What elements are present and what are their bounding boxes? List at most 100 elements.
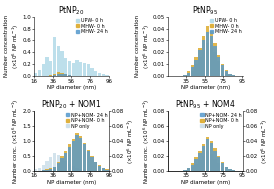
Bar — [198, 48, 202, 76]
Bar — [221, 167, 224, 171]
Bar — [90, 156, 94, 171]
Bar — [228, 74, 232, 76]
Bar — [191, 65, 194, 76]
Bar — [232, 75, 235, 76]
Bar — [79, 169, 82, 171]
Bar — [183, 75, 187, 76]
Bar — [38, 70, 41, 76]
Bar — [94, 162, 98, 171]
Legend: NP+NOM- 24 h, NP+NOM- 0 h, NP only: NP+NOM- 24 h, NP+NOM- 0 h, NP only — [65, 112, 108, 129]
Bar — [228, 74, 232, 76]
Bar — [75, 60, 79, 76]
Bar — [187, 71, 190, 76]
Bar — [90, 157, 94, 171]
Bar — [49, 169, 52, 171]
Bar — [53, 153, 56, 171]
Bar — [217, 61, 220, 76]
Legend: NP+NOM- 24 h, NP+NOM- 0 h, NP only: NP+NOM- 24 h, NP+NOM- 0 h, NP only — [200, 112, 242, 129]
Bar — [210, 31, 213, 76]
Bar — [187, 73, 190, 76]
Bar — [206, 151, 209, 171]
Bar — [34, 73, 37, 76]
Bar — [64, 153, 67, 171]
Bar — [195, 57, 198, 76]
Bar — [187, 168, 190, 171]
Bar — [213, 151, 216, 171]
Bar — [79, 136, 82, 171]
Bar — [53, 74, 56, 76]
Bar — [42, 170, 45, 171]
Y-axis label: Number concentration
(×10$^6$ NP mL$^{-1}$): Number concentration (×10$^6$ NP mL$^{-1… — [4, 15, 21, 77]
Bar — [183, 170, 187, 171]
Bar — [68, 164, 71, 171]
Bar — [57, 72, 60, 76]
Bar — [53, 167, 56, 171]
Bar — [221, 163, 224, 171]
Bar — [68, 75, 71, 76]
Bar — [68, 144, 71, 171]
Bar — [183, 75, 187, 76]
Title: PtNP$_{20}$: PtNP$_{20}$ — [58, 4, 85, 17]
Bar — [87, 151, 90, 171]
Bar — [198, 57, 202, 76]
Bar — [90, 68, 94, 76]
Bar — [217, 163, 220, 171]
Legend: UPW- 0 h, MHW- 0 h, MHW- 24 h: UPW- 0 h, MHW- 0 h, MHW- 24 h — [75, 18, 108, 35]
Bar — [83, 143, 86, 171]
Bar — [187, 168, 190, 171]
Bar — [206, 139, 209, 171]
Bar — [72, 139, 75, 171]
Bar — [210, 36, 213, 76]
Bar — [72, 166, 75, 171]
Bar — [221, 68, 224, 76]
Bar — [64, 151, 67, 171]
Bar — [75, 135, 79, 171]
Bar — [102, 74, 105, 76]
Bar — [45, 170, 48, 171]
Bar — [198, 160, 202, 171]
Bar — [75, 133, 79, 171]
Bar — [217, 156, 220, 171]
Bar — [213, 159, 216, 171]
Bar — [213, 46, 216, 76]
Bar — [187, 74, 190, 76]
X-axis label: NP diameter (nm): NP diameter (nm) — [47, 180, 96, 185]
Y-axis label: Number conc. (×10$^6$ NP mL$^{-1}$): Number conc. (×10$^6$ NP mL$^{-1}$) — [141, 98, 152, 184]
Bar — [213, 43, 216, 76]
Bar — [225, 167, 228, 171]
Bar — [64, 74, 67, 76]
Bar — [195, 60, 198, 76]
Bar — [202, 144, 205, 171]
Bar — [68, 61, 71, 76]
Bar — [232, 170, 235, 171]
Bar — [206, 26, 209, 76]
Y-axis label: (×10$^6$ NP mL$^{-1}$): (×10$^6$ NP mL$^{-1}$) — [259, 118, 270, 163]
Bar — [60, 158, 64, 171]
Legend: UPW- 0 h, MHW- 0 h, MHW- 24 h: UPW- 0 h, MHW- 0 h, MHW- 24 h — [210, 18, 242, 35]
Bar — [225, 73, 228, 76]
Bar — [87, 64, 90, 76]
Bar — [90, 170, 94, 171]
Bar — [34, 170, 37, 171]
Bar — [102, 168, 105, 171]
Bar — [221, 64, 224, 76]
Bar — [191, 167, 194, 171]
Bar — [68, 147, 71, 171]
Bar — [105, 170, 109, 171]
Bar — [83, 170, 86, 171]
Bar — [49, 168, 52, 171]
Bar — [221, 65, 224, 76]
Bar — [105, 75, 109, 76]
Bar — [75, 168, 79, 171]
Bar — [206, 32, 209, 76]
Bar — [183, 170, 187, 171]
Bar — [217, 55, 220, 76]
Bar — [228, 169, 232, 171]
Bar — [213, 52, 216, 76]
Bar — [64, 74, 67, 76]
Bar — [72, 63, 75, 76]
Bar — [195, 159, 198, 171]
Bar — [45, 57, 48, 76]
Bar — [45, 161, 48, 171]
Bar — [225, 167, 228, 171]
